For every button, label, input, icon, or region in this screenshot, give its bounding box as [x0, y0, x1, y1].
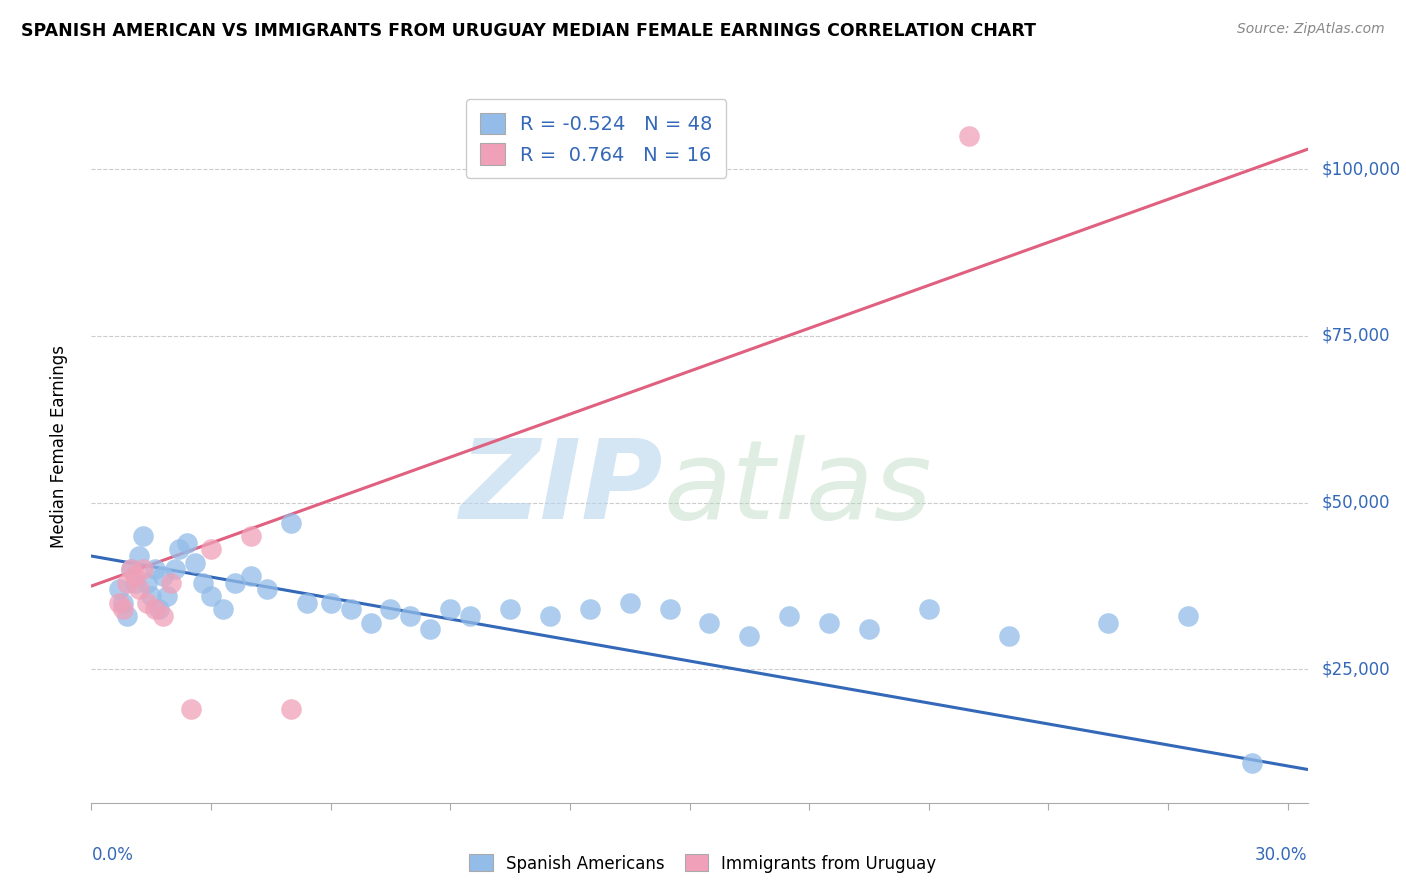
Point — [439, 602, 461, 616]
Point — [699, 615, 721, 630]
Point — [180, 702, 202, 716]
Point — [1240, 756, 1263, 770]
Point — [143, 562, 166, 576]
Point — [120, 562, 142, 576]
Point — [458, 609, 481, 624]
Point — [148, 602, 170, 616]
Point — [778, 609, 800, 624]
Point — [339, 602, 361, 616]
Point — [818, 615, 841, 630]
Legend: Spanish Americans, Immigrants from Uruguay: Spanish Americans, Immigrants from Urugu… — [463, 847, 943, 880]
Point — [295, 596, 318, 610]
Text: SPANISH AMERICAN VS IMMIGRANTS FROM URUGUAY MEDIAN FEMALE EARNINGS CORRELATION C: SPANISH AMERICAN VS IMMIGRANTS FROM URUG… — [21, 22, 1036, 40]
Point — [128, 549, 150, 563]
Point — [117, 575, 139, 590]
Point — [360, 615, 382, 630]
Point — [184, 556, 207, 570]
Point — [124, 575, 146, 590]
Text: 30.0%: 30.0% — [1256, 846, 1308, 863]
Point — [579, 602, 602, 616]
Point — [419, 623, 441, 637]
Point — [957, 128, 980, 143]
Point — [499, 602, 522, 616]
Point — [319, 596, 342, 610]
Point — [132, 529, 155, 543]
Point — [167, 542, 190, 557]
Point — [141, 589, 163, 603]
Point — [858, 623, 880, 637]
Point — [224, 575, 246, 590]
Point — [136, 596, 159, 610]
Point — [160, 575, 183, 590]
Point — [399, 609, 422, 624]
Text: atlas: atlas — [664, 435, 932, 542]
Text: 0.0%: 0.0% — [91, 846, 134, 863]
Point — [191, 575, 214, 590]
Text: $25,000: $25,000 — [1322, 660, 1391, 679]
Point — [212, 602, 235, 616]
Point — [658, 602, 681, 616]
Point — [112, 602, 135, 616]
Point — [239, 529, 262, 543]
Text: $75,000: $75,000 — [1322, 327, 1391, 345]
Point — [152, 569, 174, 583]
Legend: R = -0.524   N = 48, R =  0.764   N = 16: R = -0.524 N = 48, R = 0.764 N = 16 — [465, 99, 727, 178]
Point — [124, 569, 146, 583]
Point — [108, 582, 131, 597]
Text: $50,000: $50,000 — [1322, 493, 1391, 512]
Y-axis label: Median Female Earnings: Median Female Earnings — [49, 344, 67, 548]
Point — [117, 609, 139, 624]
Point — [176, 535, 198, 549]
Point — [280, 702, 302, 716]
Point — [256, 582, 278, 597]
Point — [128, 582, 150, 597]
Point — [380, 602, 402, 616]
Point — [997, 629, 1019, 643]
Point — [239, 569, 262, 583]
Point — [1097, 615, 1119, 630]
Text: ZIP: ZIP — [460, 435, 664, 542]
Text: Source: ZipAtlas.com: Source: ZipAtlas.com — [1237, 22, 1385, 37]
Point — [156, 589, 179, 603]
Point — [165, 562, 187, 576]
Point — [120, 562, 142, 576]
Point — [143, 602, 166, 616]
Point — [200, 542, 222, 557]
Point — [1177, 609, 1199, 624]
Point — [136, 575, 159, 590]
Text: $100,000: $100,000 — [1322, 161, 1400, 178]
Point — [280, 516, 302, 530]
Point — [108, 596, 131, 610]
Point — [152, 609, 174, 624]
Point — [200, 589, 222, 603]
Point — [738, 629, 761, 643]
Point — [112, 596, 135, 610]
Point — [132, 562, 155, 576]
Point — [538, 609, 561, 624]
Point — [619, 596, 641, 610]
Point — [918, 602, 941, 616]
